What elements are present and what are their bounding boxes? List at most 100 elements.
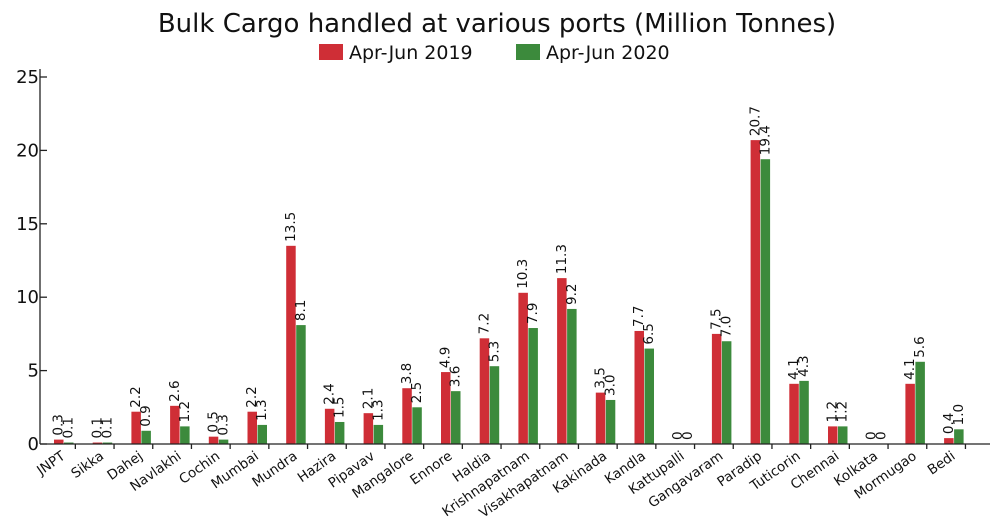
data-label: 2.5 — [409, 382, 425, 403]
y-tick-label: 0 — [28, 434, 39, 455]
data-label: 2.2 — [128, 386, 144, 407]
data-label: 1.2 — [177, 401, 193, 422]
bar-2020 — [915, 361, 925, 444]
bar-2020 — [64, 442, 74, 444]
legend-label-2019: Apr-Jun 2019 — [349, 42, 473, 64]
data-label: 4.3 — [796, 355, 812, 376]
data-label: 11.3 — [554, 244, 570, 274]
data-label: 9.2 — [564, 283, 580, 304]
x-tick-label: Bedi — [925, 448, 959, 478]
data-labels: 0.30.1 0.10.12.20.92.61.2 0.50.32.21.313.5… — [51, 106, 967, 440]
data-label: 0 — [680, 431, 696, 440]
data-label: 0.3 — [216, 414, 232, 435]
x-axis: JNPT SikkaDahejNavlakhiCochinMumbaiMundra… — [33, 443, 990, 521]
bar-2020 — [721, 341, 732, 444]
data-label: 0.9 — [138, 405, 154, 426]
data-label: 19.4 — [757, 125, 773, 155]
bar-2020 — [954, 429, 964, 444]
data-label: 1.2 — [825, 401, 841, 422]
bar-2019 — [402, 388, 412, 444]
bar-2020 — [567, 308, 577, 444]
data-label: 1.2 — [835, 401, 851, 422]
bar-2019 — [92, 442, 103, 444]
bar-2019 — [247, 411, 257, 444]
bar-2020 — [838, 426, 848, 444]
bar-2020 — [102, 442, 113, 444]
bar-2019 — [441, 372, 451, 444]
bar-2019 — [54, 439, 64, 444]
bar-2019 — [479, 338, 490, 444]
bar-2020 — [644, 348, 654, 444]
bar-2019 — [595, 392, 606, 444]
data-label: 1.3 — [254, 399, 270, 420]
y-tick-label: 25 — [16, 67, 39, 88]
bar-2020 — [141, 430, 151, 444]
data-label: 1.3 — [370, 399, 386, 420]
data-label: 1.5 — [332, 396, 348, 417]
y-tick-label: 10 — [16, 287, 39, 308]
data-label: 0.5 — [206, 411, 222, 432]
bars — [54, 140, 964, 444]
data-label: 7.7 — [631, 305, 647, 326]
bar-2019 — [518, 292, 528, 444]
y-tick-label: 5 — [28, 361, 39, 382]
data-label: 7.9 — [525, 303, 541, 324]
chart-title: Bulk Cargo handled at various ports (Mil… — [158, 9, 836, 39]
data-label: 5.6 — [912, 336, 928, 357]
data-label: 5.3 — [486, 341, 502, 362]
data-label: 1.0 — [951, 404, 967, 425]
data-label: 4.1 — [786, 358, 802, 379]
bar-2020 — [218, 439, 229, 444]
data-label: 3.8 — [399, 363, 415, 384]
y-axis: 0 5 10 15 20 25 — [16, 67, 47, 455]
data-label: 0.1 — [61, 417, 77, 438]
bar-2019 — [711, 333, 722, 444]
bar-2019 — [634, 330, 644, 444]
legend-item-2020: Apr-Jun 2020 — [516, 42, 670, 64]
legend-item-2019: Apr-Jun 2019 — [319, 42, 473, 64]
data-label: 6.5 — [641, 323, 657, 344]
bar-2020 — [605, 399, 616, 444]
x-tick-label: Ennore — [407, 448, 455, 488]
data-label: 3.6 — [448, 366, 464, 387]
bar-2019 — [828, 426, 838, 444]
data-label: 0.4 — [941, 413, 957, 434]
y-tick-label: 15 — [16, 214, 39, 235]
data-label: 8.1 — [293, 300, 309, 321]
data-label: 0.3 — [51, 414, 67, 435]
data-label: 2.6 — [167, 380, 183, 401]
bar-2020 — [296, 325, 306, 444]
data-label: 3.0 — [603, 374, 619, 395]
x-tick-label: Sikka — [68, 448, 107, 482]
data-label: 4.9 — [438, 347, 454, 368]
legend: Apr-Jun 2019 Apr-Jun 2020 — [319, 42, 670, 64]
data-label: 0.1 — [99, 417, 115, 438]
data-label: 0 — [873, 431, 889, 440]
bar-2019 — [286, 245, 296, 444]
y-tick-label: 20 — [16, 140, 39, 161]
bar-2019 — [208, 436, 219, 444]
data-label: 10.3 — [515, 259, 531, 289]
bar-2019 — [789, 383, 799, 444]
data-label: 7.0 — [719, 316, 735, 337]
bar-2020 — [334, 421, 345, 444]
data-label: 2.4 — [322, 383, 338, 404]
bar-2019 — [363, 413, 374, 444]
legend-label-2020: Apr-Jun 2020 — [546, 42, 670, 64]
data-label: 2.1 — [360, 388, 376, 409]
bar-2020 — [760, 159, 771, 444]
data-label: 7.2 — [476, 313, 492, 334]
data-label: 4.1 — [902, 358, 918, 379]
data-label: 13.5 — [283, 212, 299, 242]
bar-2019 — [131, 411, 141, 444]
legend-swatch-2019 — [319, 44, 343, 60]
bar-2019 — [905, 383, 915, 444]
bar-2020 — [451, 391, 461, 444]
bar-2020 — [489, 366, 500, 444]
data-label: 0 — [670, 431, 686, 440]
bar-2019 — [750, 140, 761, 444]
bar-2019 — [170, 405, 180, 444]
legend-swatch-2020 — [516, 44, 540, 60]
data-label: 2.2 — [244, 386, 260, 407]
